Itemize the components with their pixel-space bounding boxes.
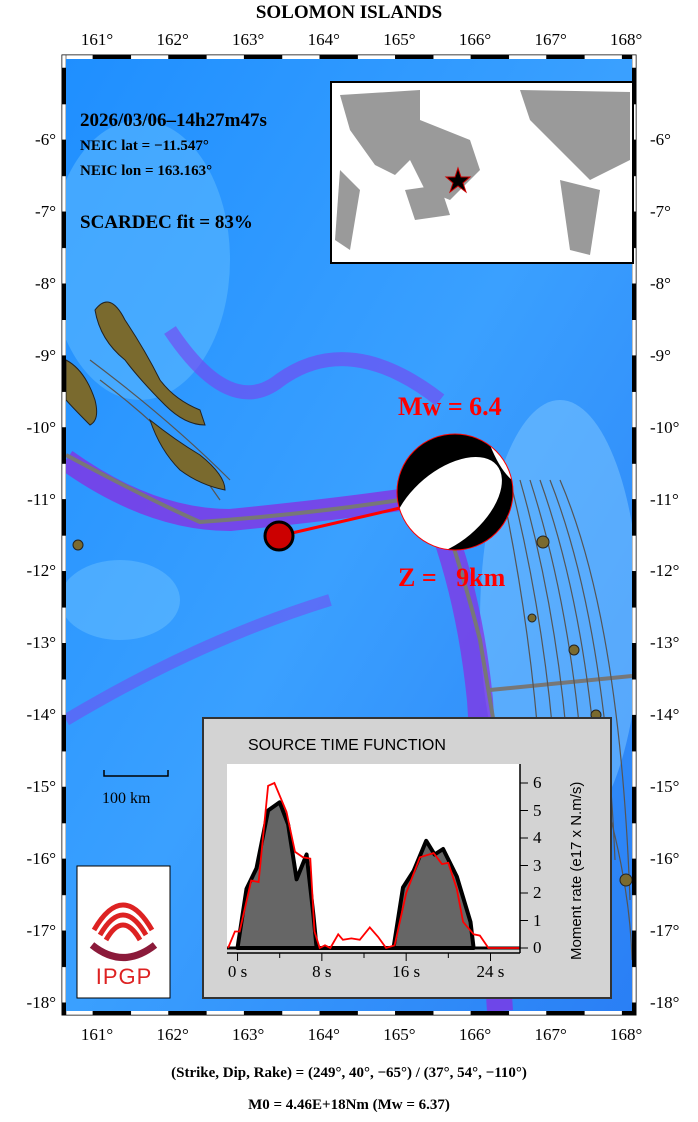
nodal-planes: (Strike, Dip, Rake) = (249°, 40°, −65°) … xyxy=(171,1065,527,1081)
stf-y-axis-label: Moment rate (e17 x N.m/s) xyxy=(568,781,585,960)
lat-tick-label-right: -9° xyxy=(650,345,671,365)
ipgp-logo xyxy=(76,865,171,999)
epicenter-marker[interactable] xyxy=(263,520,295,552)
lat-tick-label-left: -14° xyxy=(26,705,56,725)
lat-tick-label-right: -11° xyxy=(650,489,679,509)
lon-tick-label-top: 161° xyxy=(80,30,114,49)
event-datetime: 2026/03/06–14h27m47s xyxy=(80,110,267,131)
stf-y-tick-label: 6 xyxy=(533,773,542,792)
lat-tick-label-right: -7° xyxy=(650,201,671,221)
lat-tick-label-left: -15° xyxy=(26,777,56,797)
lat-tick-label-left: -13° xyxy=(26,633,56,653)
lat-tick-label-left: -6° xyxy=(35,130,56,149)
lat-tick-label-left: -8° xyxy=(35,273,56,293)
lat-tick-label-right: -12° xyxy=(650,561,680,581)
lat-tick-label-right: -10° xyxy=(650,417,680,437)
lat-tick-label-right: -17° xyxy=(650,920,680,940)
stf-y-tick-label: 3 xyxy=(533,855,542,875)
logo-text: IPGP xyxy=(95,964,153,989)
neic-lon: NEIC lon = 163.163° xyxy=(80,163,213,179)
lon-tick-label-top: 162° xyxy=(156,30,189,49)
scale-bar-label: 100 km xyxy=(102,790,151,807)
plate-boundary xyxy=(66,453,502,761)
stf-y-tick-label: 5 xyxy=(533,800,542,820)
stf-series-red xyxy=(227,781,520,950)
stf-x-tick-label: 0 s xyxy=(227,962,248,981)
lon-tick-label-top: 164° xyxy=(307,30,340,49)
lat-tick-label-right: -6° xyxy=(650,130,671,149)
lat-tick-label-left: -12° xyxy=(26,561,56,581)
neic-lat: NEIC lat = −11.547° xyxy=(80,138,209,154)
lat-tick-label-left: -11° xyxy=(27,489,56,509)
lon-tick-label-top: 165° xyxy=(383,30,416,49)
stf-y-tick-label: 4 xyxy=(533,828,542,847)
stf-title: SOURCE TIME FUNCTION xyxy=(248,737,446,754)
epicenter-star-icon xyxy=(444,166,472,194)
lon-tick-label-bottom: 164° xyxy=(307,1025,340,1044)
lon-tick-label-bottom: 166° xyxy=(458,1025,492,1044)
lon-tick-label-top: 163° xyxy=(232,30,265,49)
stf-x-tick-label: 16 s xyxy=(392,962,421,981)
stf-y-tick-label: 0 xyxy=(533,938,542,957)
lat-tick-label-right: -8° xyxy=(650,273,671,293)
lat-tick-label-right: -16° xyxy=(650,849,680,868)
stf-x-tick-label: 24 s xyxy=(476,962,505,981)
epicenter-link-line xyxy=(278,506,401,538)
lat-tick-label-right: -13° xyxy=(650,633,680,653)
lat-tick-label-right: -14° xyxy=(650,705,680,725)
lon-tick-label-bottom: 162° xyxy=(156,1025,189,1044)
lon-tick-label-bottom: 161° xyxy=(80,1025,114,1044)
lon-tick-label-top: 167° xyxy=(534,30,567,49)
focal-mechanism-beachball[interactable] xyxy=(374,433,520,576)
lat-tick-label-left: -10° xyxy=(26,417,56,437)
lat-tick-label-left: -18° xyxy=(26,992,56,1012)
stf-y-tick-label: 2 xyxy=(533,883,542,902)
lat-tick-label-right: -15° xyxy=(650,777,680,797)
land xyxy=(66,301,632,887)
lon-tick-label-bottom: 168° xyxy=(610,1025,643,1044)
lon-tick-label-bottom: 165° xyxy=(383,1025,416,1044)
event-info: 2026/03/06–14h27m47s NEIC lat = −11.547°… xyxy=(80,110,267,234)
lat-tick-label-right: -18° xyxy=(650,992,680,1012)
lon-tick-label-bottom: 163° xyxy=(232,1025,265,1044)
lon-tick-label-bottom: 167° xyxy=(534,1025,567,1044)
lat-tick-label-left: -7° xyxy=(35,201,56,221)
inset-world-map xyxy=(330,81,634,264)
lat-tick-label-left: -16° xyxy=(26,849,56,868)
map-title: SOLOMON ISLANDS xyxy=(255,2,443,23)
depth-label: Z = 9km xyxy=(398,563,506,592)
lat-tick-label-left: -17° xyxy=(26,920,56,940)
magnitude-label: Mw = 6.4 xyxy=(398,392,502,421)
stf-x-tick-label: 8 s xyxy=(312,962,332,981)
scale-bar xyxy=(103,770,169,777)
scardec-fit: SCARDEC fit = 83% xyxy=(80,212,253,233)
lat-tick-label-left: -9° xyxy=(35,345,56,365)
lon-tick-label-top: 166° xyxy=(458,30,492,49)
lon-tick-label-top: 168° xyxy=(610,30,643,49)
seismic-moment: M0 = 4.46E+18Nm (Mw = 6.37) xyxy=(248,1097,450,1113)
stf-y-tick-label: 1 xyxy=(533,910,542,930)
